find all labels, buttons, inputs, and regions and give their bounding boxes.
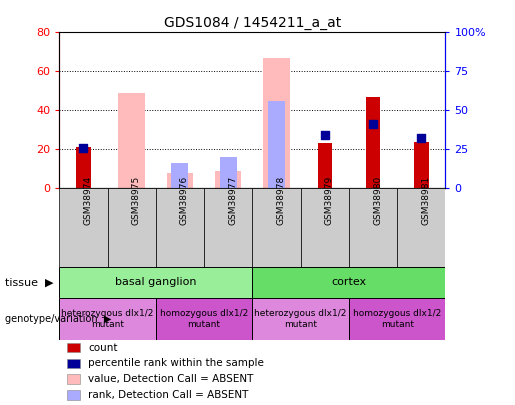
Bar	[171, 163, 188, 188]
Bar	[108, 188, 156, 267]
Text: homozygous dlx1/2
mutant: homozygous dlx1/2 mutant	[353, 309, 441, 328]
Text: basal ganglion: basal ganglion	[115, 277, 197, 288]
Bar	[349, 298, 445, 340]
Bar	[156, 298, 252, 340]
Text: homozygous dlx1/2
mutant: homozygous dlx1/2 mutant	[160, 309, 248, 328]
Text: genotype/variation  ▶: genotype/variation ▶	[5, 314, 112, 324]
Point	[79, 145, 88, 151]
Bar	[301, 188, 349, 267]
Bar	[167, 173, 193, 188]
Text: heterozygous dlx1/2
mutant: heterozygous dlx1/2 mutant	[61, 309, 153, 328]
Bar	[67, 343, 80, 352]
Bar	[263, 58, 290, 188]
Bar	[67, 390, 80, 399]
Text: GSM38980: GSM38980	[373, 175, 382, 225]
Bar	[252, 298, 349, 340]
Text: rank, Detection Call = ABSENT: rank, Detection Call = ABSENT	[88, 390, 249, 400]
Text: GSM38975: GSM38975	[132, 175, 141, 225]
Bar	[118, 93, 145, 188]
Bar	[397, 188, 445, 267]
Bar	[204, 188, 252, 267]
Bar	[59, 188, 108, 267]
Bar	[220, 157, 237, 188]
Bar	[215, 171, 242, 188]
Point	[369, 121, 377, 128]
Bar	[318, 143, 332, 188]
Bar	[268, 100, 285, 188]
Text: heterozygous dlx1/2
mutant: heterozygous dlx1/2 mutant	[254, 309, 347, 328]
Bar	[156, 188, 204, 267]
Text: GSM38976: GSM38976	[180, 175, 189, 225]
Bar	[67, 359, 80, 368]
Text: GSM38974: GSM38974	[83, 176, 92, 225]
Bar	[59, 298, 156, 340]
Point	[417, 135, 425, 142]
Text: count: count	[88, 343, 118, 353]
Bar	[76, 147, 91, 188]
Bar	[366, 97, 380, 188]
Text: GSM38978: GSM38978	[277, 175, 285, 225]
Text: cortex: cortex	[331, 277, 367, 288]
Bar	[67, 374, 80, 384]
Bar	[252, 267, 445, 298]
Text: percentile rank within the sample: percentile rank within the sample	[88, 358, 264, 369]
Bar	[414, 142, 428, 188]
Bar	[252, 188, 301, 267]
Text: tissue  ▶: tissue ▶	[5, 277, 54, 288]
Text: GSM38977: GSM38977	[228, 175, 237, 225]
Text: GSM38981: GSM38981	[421, 175, 431, 225]
Text: GSM38979: GSM38979	[325, 175, 334, 225]
Title: GDS1084 / 1454211_a_at: GDS1084 / 1454211_a_at	[164, 16, 341, 30]
Bar	[59, 267, 252, 298]
Point	[321, 132, 329, 139]
Bar	[349, 188, 397, 267]
Text: value, Detection Call = ABSENT: value, Detection Call = ABSENT	[88, 374, 253, 384]
